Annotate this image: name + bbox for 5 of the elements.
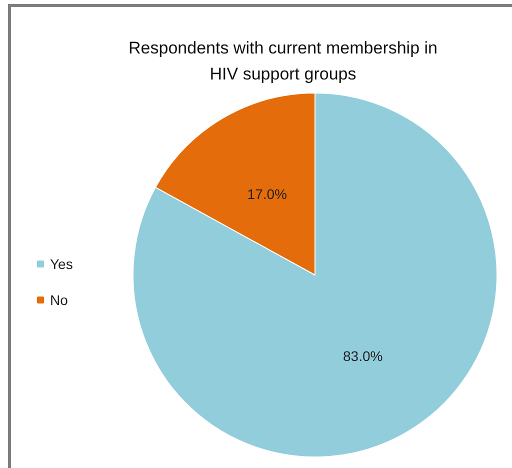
legend-label: Yes — [50, 256, 73, 272]
data-label: 17.0% — [247, 186, 287, 202]
chart-title: Respondents with current membership in HIV support groups — [128, 38, 438, 84]
legend-label: No — [50, 292, 68, 308]
data-label: 83.0% — [343, 348, 383, 364]
